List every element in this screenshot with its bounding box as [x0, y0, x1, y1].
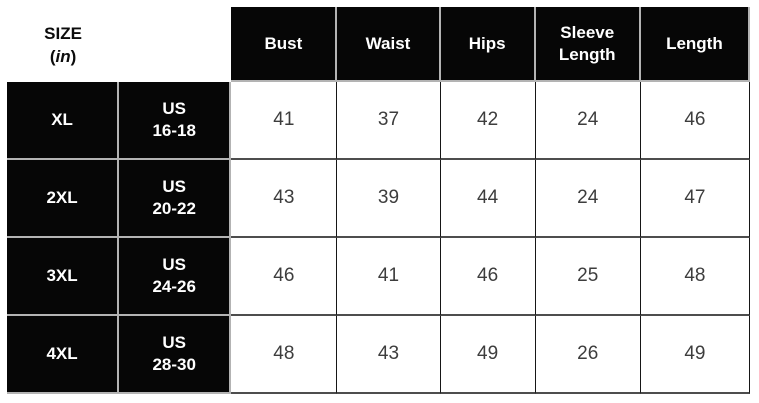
value-cell-length: 47	[640, 160, 750, 238]
size-chart: SIZE (in) Bust Waist Hips Sleeve Length …	[7, 7, 750, 394]
value-cell-hips: 44	[440, 160, 536, 238]
table-row-4xl: 4XL US 28-30 48 43 49 26 49	[7, 316, 750, 394]
unit-label-title: SIZE	[44, 23, 82, 43]
column-header-hips: Hips	[440, 7, 536, 82]
value-cell-waist: 37	[337, 82, 441, 160]
us-size-cell: US 24-26	[119, 238, 232, 316]
us-size-line2: 24-26	[152, 277, 196, 296]
value-cell-waist: 43	[337, 316, 441, 394]
value-cell-hips: 42	[440, 82, 536, 160]
us-size-line2: 28-30	[152, 355, 196, 374]
us-size-line1: US	[162, 255, 187, 274]
value-cell-waist: 41	[337, 238, 441, 316]
size-cell: 4XL	[7, 316, 120, 394]
size-cell: XL	[7, 82, 120, 160]
table-row-xl: XL US 16-18 41 37 42 24 46	[7, 82, 750, 160]
value-cell-sleeve-length: 25	[535, 238, 641, 316]
us-size-line1: US	[162, 177, 187, 196]
header-row: SIZE (in) Bust Waist Hips Sleeve Length …	[7, 7, 750, 82]
us-size-cell: US 20-22	[119, 160, 232, 238]
value-cell-sleeve-length: 24	[535, 82, 641, 160]
value-cell-bust: 48	[231, 316, 338, 394]
column-header-waist: Waist	[337, 7, 441, 82]
table-row-2xl: 2XL US 20-22 43 39 44 24 47	[7, 160, 750, 238]
paren-close: )	[70, 46, 77, 66]
value-cell-sleeve-length: 24	[535, 160, 641, 238]
value-cell-sleeve-length: 26	[535, 316, 641, 394]
us-size-cell: US 16-18	[119, 82, 232, 160]
size-chart-table: SIZE (in) Bust Waist Hips Sleeve Length …	[7, 7, 750, 394]
unit-text: in	[55, 46, 71, 66]
us-size-cell: US 28-30	[119, 316, 232, 394]
value-cell-hips: 49	[440, 316, 536, 394]
value-cell-length: 46	[640, 82, 750, 160]
value-cell-length: 49	[640, 316, 750, 394]
size-cell: 2XL	[7, 160, 120, 238]
value-cell-bust: 46	[231, 238, 338, 316]
value-cell-bust: 41	[231, 82, 338, 160]
table-row-3xl: 3XL US 24-26 46 41 46 25 48	[7, 238, 750, 316]
us-size-line1: US	[162, 99, 187, 118]
value-cell-length: 48	[640, 238, 750, 316]
value-cell-bust: 43	[231, 160, 338, 238]
unit-label-spacer-cell	[119, 7, 232, 82]
us-size-line2: 20-22	[152, 199, 196, 218]
value-cell-waist: 39	[337, 160, 441, 238]
unit-label-unit: (in)	[7, 45, 119, 68]
us-size-line2: 16-18	[152, 121, 196, 140]
column-header-sleeve-length: Sleeve Length	[535, 7, 641, 82]
paren-open: (	[49, 46, 56, 66]
us-size-line1: US	[162, 333, 187, 352]
size-cell: 3XL	[7, 238, 120, 316]
value-cell-hips: 46	[440, 238, 536, 316]
unit-label-cell: SIZE (in)	[7, 7, 120, 82]
column-header-bust: Bust	[231, 7, 338, 82]
column-header-length: Length	[640, 7, 750, 82]
